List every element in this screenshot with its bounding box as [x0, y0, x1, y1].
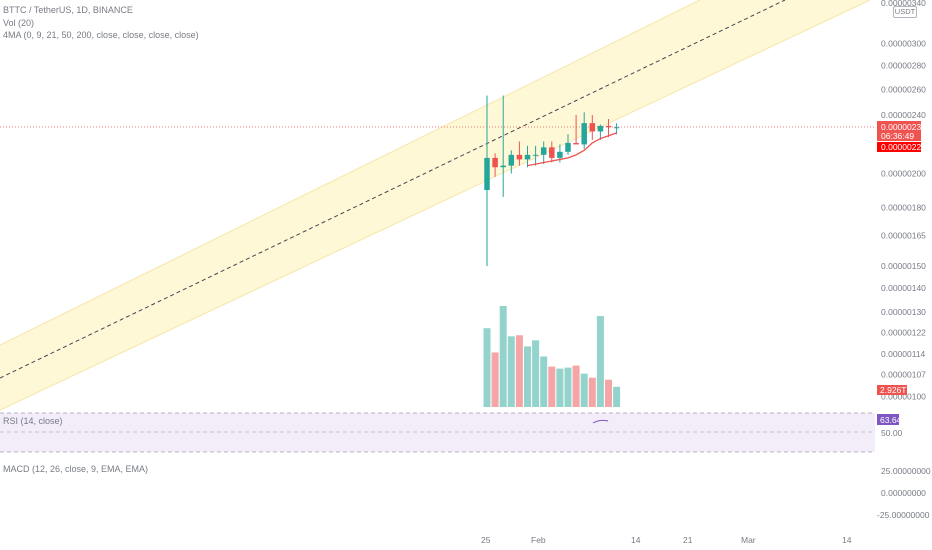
candlestick-series [484, 95, 620, 266]
macd-tick-bottom: -25.00000000 [877, 510, 930, 520]
last-price-label: 0.00000231 [881, 122, 926, 132]
volume-bar [572, 365, 580, 407]
macd-tick-mid: 0.00000000 [881, 488, 926, 498]
volume-bar [491, 352, 499, 407]
macd-tick-top: 25.00000000 [881, 466, 931, 476]
volume-bar [499, 306, 507, 407]
time-tick: 14 [842, 535, 852, 545]
volume-bar [596, 316, 604, 407]
volume-tag-label: 2.926T [880, 385, 906, 395]
volume-bar [605, 379, 612, 407]
price-tick-label: 0.00000240 [881, 110, 926, 120]
rsi-value-label: 63.64 [880, 415, 902, 425]
price-tick-label: 0.00000300 [881, 38, 926, 48]
price-tick-label: 0.00000100 [881, 391, 926, 401]
last-price-tag [877, 121, 921, 141]
prev-price-tag [877, 142, 921, 152]
price-tick-label: 0.00000340 [881, 0, 926, 8]
moving-average-line [527, 132, 617, 167]
candle-body [597, 125, 604, 132]
price-tick-label: 0.00000150 [881, 261, 926, 271]
rsi-indicator-label[interactable]: RSI (14, close) [3, 416, 63, 426]
time-tick: 21 [683, 535, 693, 545]
rsi-value-tag [877, 414, 899, 425]
volume-bar [515, 335, 523, 407]
candle-body [516, 154, 523, 160]
price-tick-label: 0.00000107 [881, 370, 926, 380]
time-tick: 25 [481, 535, 491, 545]
volume-bar [540, 356, 548, 407]
volume-bar [507, 336, 515, 407]
rsi-line [592, 419, 609, 424]
channel-center-line [0, 0, 786, 379]
candle-body [605, 125, 612, 128]
channel-lower-edge [0, 0, 871, 411]
volume-tag [877, 385, 907, 395]
time-tick: 14 [631, 535, 641, 545]
candle-body [573, 142, 579, 145]
currency-selector[interactable]: USDT [893, 6, 917, 18]
price-tick-label: 0.00000260 [881, 84, 926, 94]
macd-indicator-label[interactable]: MACD (12, 26, close, 9, EMA, EMA) [3, 464, 149, 474]
price-axis[interactable]: 0.00000340 0.00000300 0.00000280 0.00000260… [881, 0, 926, 401]
volume-bar [613, 386, 621, 407]
candle-body [540, 147, 547, 155]
volume-bar [556, 368, 564, 407]
volume-bar [483, 328, 491, 407]
volume-bar [580, 373, 588, 407]
channel-upper-edge [0, 0, 701, 346]
candle-body [557, 151, 563, 158]
candle-body [613, 127, 620, 129]
prev-price-label: 0.00000225 [881, 142, 926, 152]
symbol-title[interactable]: BTTC / TetherUS, 1D, BINANCE [3, 5, 133, 15]
candle-body [524, 154, 531, 160]
price-tick-label: 0.00000140 [881, 283, 926, 293]
countdown-label: 06:36:49 [881, 131, 914, 141]
candle-body [589, 123, 596, 132]
price-tick-label: 0.00000114 [881, 349, 926, 359]
candle-body [581, 123, 587, 145]
volume-bar [532, 340, 540, 407]
candle-body [508, 154, 515, 166]
volume-bar [524, 346, 531, 407]
volume-indicator-label[interactable]: Vol (20) [3, 18, 35, 28]
time-tick: Feb [531, 535, 546, 545]
volume-bar [564, 367, 572, 407]
price-tick-label: 0.00000280 [881, 60, 926, 70]
candle-body [492, 157, 498, 168]
price-tick-label: 0.00000122 [881, 327, 926, 337]
time-tick: Mar [741, 535, 756, 545]
price-tick-label: 0.00000165 [881, 230, 926, 240]
price-tick-label: 0.00000180 [881, 202, 926, 212]
volume-histogram [483, 306, 621, 407]
candle-body [532, 154, 539, 156]
ma-indicator-label[interactable]: 4MA (0, 9, 21, 50, 200, close, close, cl… [3, 30, 199, 40]
candle-body [484, 157, 490, 191]
candle-body [500, 165, 506, 168]
price-tick-label: 0.00000130 [881, 307, 926, 317]
volume-bar [548, 366, 556, 407]
rsi-band [0, 413, 875, 452]
volume-bar [588, 377, 596, 407]
price-tick-label: 0.00000200 [881, 169, 926, 179]
candle-body [549, 147, 555, 158]
candle-body [565, 142, 571, 152]
rsi-mid-label: 50.00 [881, 428, 903, 438]
